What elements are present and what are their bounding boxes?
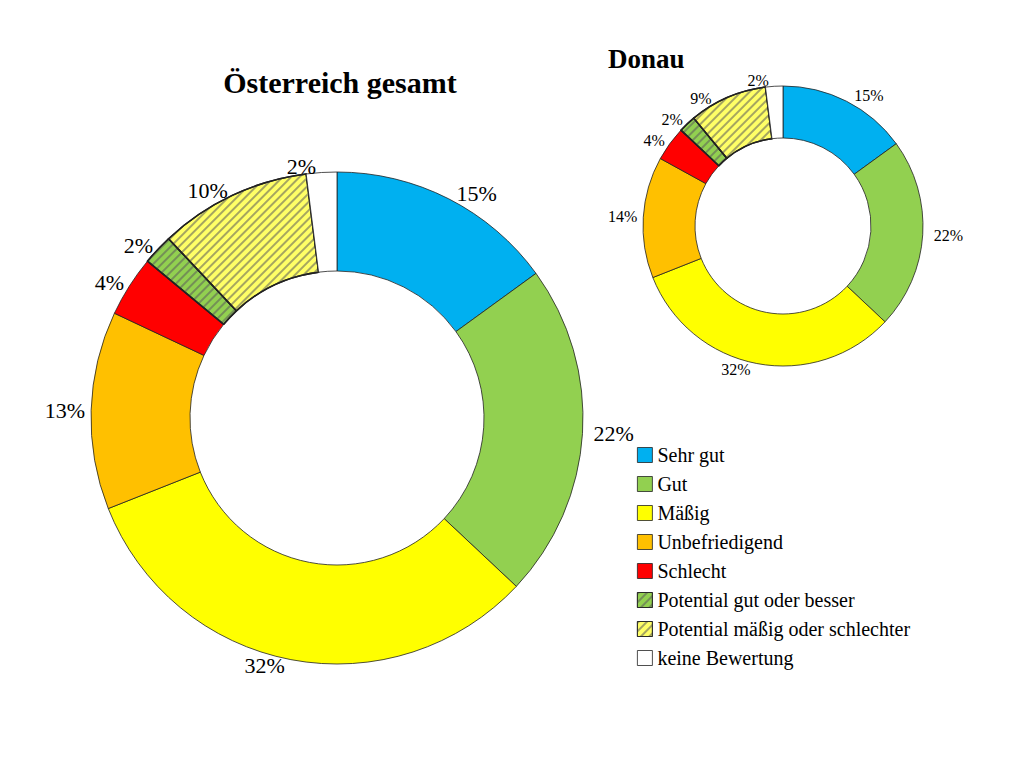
svg-text:15%: 15%	[854, 87, 883, 104]
svg-text:Potential gut oder besser: Potential gut oder besser	[657, 589, 855, 612]
svg-text:Potential mäßig oder schlechte: Potential mäßig oder schlechter	[657, 618, 910, 641]
svg-text:Schlecht: Schlecht	[657, 560, 726, 582]
svg-text:32%: 32%	[721, 361, 750, 378]
svg-text:Donau: Donau	[608, 44, 685, 74]
svg-text:2%: 2%	[287, 154, 316, 179]
svg-text:Unbefriedigend: Unbefriedigend	[657, 531, 783, 554]
svg-text:2%: 2%	[124, 233, 153, 258]
svg-text:22%: 22%	[934, 227, 963, 244]
svg-text:Sehr gut: Sehr gut	[657, 444, 725, 467]
svg-text:22%: 22%	[594, 421, 634, 446]
svg-text:9%: 9%	[690, 90, 711, 107]
svg-text:10%: 10%	[188, 178, 228, 203]
svg-text:keine Bewertung: keine Bewertung	[657, 647, 793, 670]
svg-text:32%: 32%	[244, 653, 284, 678]
svg-text:13%: 13%	[45, 398, 85, 423]
svg-text:15%: 15%	[456, 181, 496, 206]
svg-text:Gut: Gut	[657, 473, 687, 495]
svg-text:2%: 2%	[661, 111, 682, 128]
svg-text:4%: 4%	[643, 132, 664, 149]
svg-text:Österreich gesamt: Österreich gesamt	[223, 66, 457, 99]
svg-text:Mäßig: Mäßig	[657, 502, 709, 525]
svg-text:2%: 2%	[748, 72, 769, 89]
svg-text:4%: 4%	[95, 270, 124, 295]
svg-text:14%: 14%	[608, 208, 637, 225]
